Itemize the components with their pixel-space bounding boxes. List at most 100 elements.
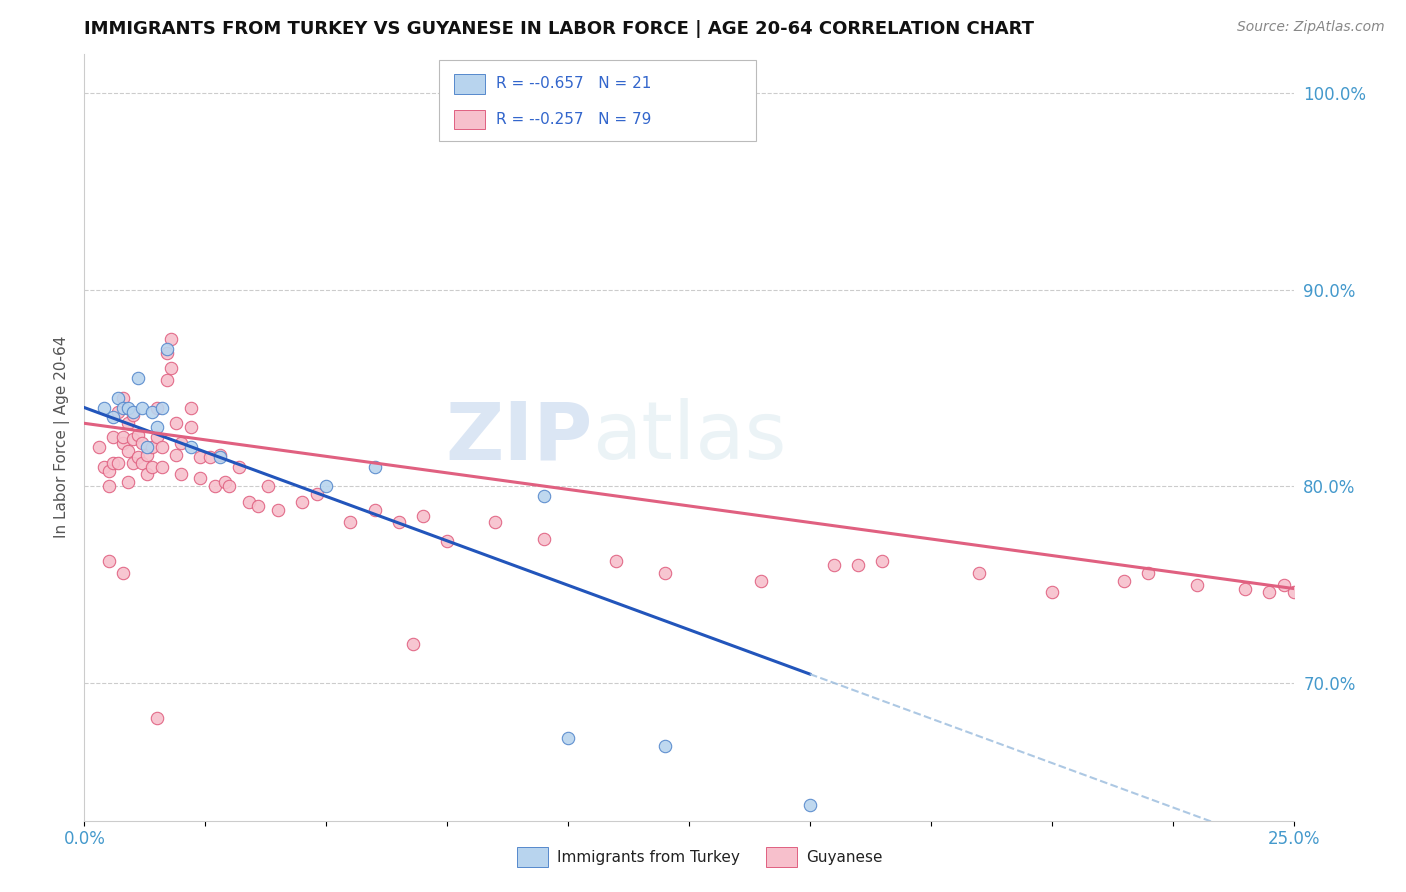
Point <box>1040 585 1063 599</box>
Point <box>97 479 120 493</box>
Point <box>131 456 153 470</box>
Point <box>117 401 139 415</box>
Point <box>198 450 221 464</box>
Point <box>150 440 173 454</box>
Point <box>533 533 555 547</box>
Point <box>121 404 143 418</box>
Point <box>218 479 240 493</box>
Point <box>141 404 163 418</box>
Point <box>412 508 434 523</box>
Text: Guyanese: Guyanese <box>806 850 882 864</box>
Point <box>204 479 226 493</box>
Point <box>107 391 129 405</box>
Point <box>136 440 159 454</box>
Text: IMMIGRANTS FROM TURKEY VS GUYANESE IN LABOR FORCE | AGE 20-64 CORRELATION CHART: IMMIGRANTS FROM TURKEY VS GUYANESE IN LA… <box>84 21 1035 38</box>
Point <box>484 515 506 529</box>
Text: R = --0.657   N = 21: R = --0.657 N = 21 <box>496 77 652 91</box>
Point <box>117 475 139 490</box>
Point <box>846 558 869 572</box>
Point <box>1234 582 1257 596</box>
Point <box>180 401 202 415</box>
Point <box>131 401 153 415</box>
Point <box>165 448 187 462</box>
Point <box>170 467 193 482</box>
Point <box>208 448 231 462</box>
Point <box>557 731 579 745</box>
Point <box>112 566 135 580</box>
Point <box>146 711 169 725</box>
Point <box>136 467 159 482</box>
Point <box>127 371 149 385</box>
Point <box>93 459 115 474</box>
Point <box>363 503 385 517</box>
Y-axis label: In Labor Force | Age 20-64: In Labor Force | Age 20-64 <box>55 336 70 538</box>
Point <box>402 637 425 651</box>
Text: R = --0.257   N = 79: R = --0.257 N = 79 <box>496 112 652 127</box>
Point <box>214 475 236 490</box>
Point <box>121 409 143 423</box>
Point <box>112 391 135 405</box>
Point <box>339 515 361 529</box>
Point <box>112 401 135 415</box>
Point <box>1185 577 1208 591</box>
Point <box>112 430 135 444</box>
Point <box>823 558 845 572</box>
Point <box>141 440 163 454</box>
Point <box>533 489 555 503</box>
Point <box>127 428 149 442</box>
Point <box>180 440 202 454</box>
Point <box>228 459 250 474</box>
Point <box>363 459 385 474</box>
Point <box>315 479 337 493</box>
Point <box>107 456 129 470</box>
Point <box>799 797 821 812</box>
Point <box>155 345 177 359</box>
Point <box>388 515 411 529</box>
Point <box>1137 566 1160 580</box>
Point <box>1114 574 1136 588</box>
Point <box>247 499 270 513</box>
Point <box>257 479 280 493</box>
Point <box>131 436 153 450</box>
Point <box>654 739 676 753</box>
Text: Source: ZipAtlas.com: Source: ZipAtlas.com <box>1237 20 1385 34</box>
Text: atlas: atlas <box>592 398 786 476</box>
Point <box>155 342 177 356</box>
Point <box>291 495 314 509</box>
Point <box>136 448 159 462</box>
Point <box>121 432 143 446</box>
Point <box>190 450 212 464</box>
Point <box>208 450 231 464</box>
Text: Immigrants from Turkey: Immigrants from Turkey <box>557 850 740 864</box>
Point <box>97 463 120 477</box>
Point <box>103 410 125 425</box>
Point <box>967 566 990 580</box>
Point <box>160 361 183 376</box>
Point <box>150 401 173 415</box>
Point <box>165 417 187 431</box>
Point <box>117 417 139 431</box>
Text: ZIP: ZIP <box>444 398 592 476</box>
Point <box>146 420 169 434</box>
Point <box>305 487 328 501</box>
Point <box>190 471 212 485</box>
Point <box>150 459 173 474</box>
Point <box>117 443 139 458</box>
Point <box>112 436 135 450</box>
Point <box>127 450 149 464</box>
Point <box>141 459 163 474</box>
Point <box>155 373 177 387</box>
Point <box>103 430 125 444</box>
Point <box>107 404 129 418</box>
Point <box>97 554 120 568</box>
Point <box>160 332 183 346</box>
Point <box>93 401 115 415</box>
Point <box>1282 585 1305 599</box>
Point <box>1258 585 1281 599</box>
Point <box>87 440 110 454</box>
Point <box>170 436 193 450</box>
Point <box>872 554 894 568</box>
Point <box>103 456 125 470</box>
Point <box>180 420 202 434</box>
Point <box>436 534 458 549</box>
